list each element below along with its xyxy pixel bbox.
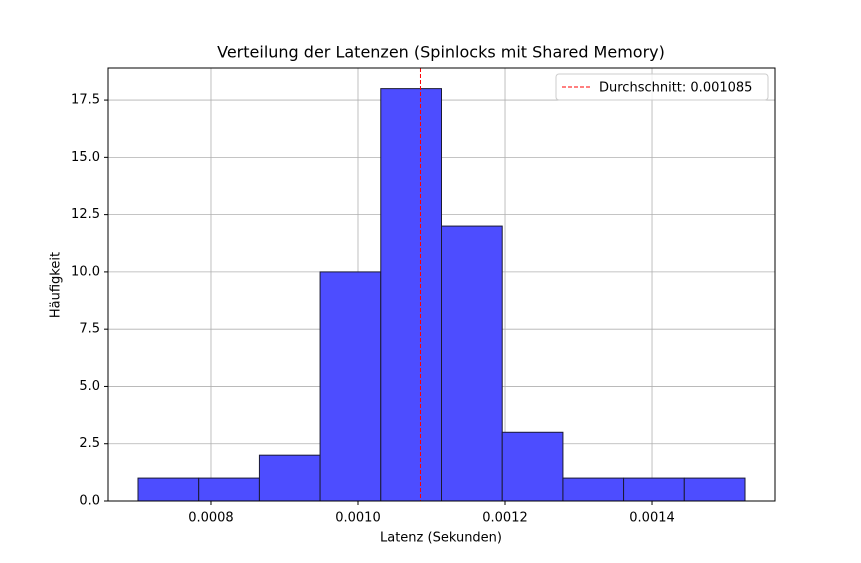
bar (683, 477, 746, 502)
y-tick-label: 5.0 (79, 379, 100, 394)
y-tick-label: 10.0 (71, 264, 100, 279)
axes-frame (107, 67, 776, 502)
legend-box (555, 73, 769, 101)
x-tick-label: 0.0014 (629, 511, 675, 526)
bar (380, 88, 442, 502)
chart-title: Verteilung der Latenzen (Spinlocks mit S… (217, 43, 665, 62)
x-tick-label: 0.0008 (188, 511, 234, 526)
bar (258, 454, 321, 502)
bar (501, 431, 564, 502)
bar (562, 477, 625, 502)
legend-label: Durchschnitt: 0.001085 (599, 81, 752, 96)
y-axis-label: Häufigkeit (49, 252, 64, 318)
bar (198, 477, 260, 502)
y-tick-label: 2.5 (79, 436, 100, 451)
y-tick-label: 0.0 (79, 494, 100, 509)
y-tick-label: 15.0 (71, 150, 100, 165)
x-tick-label: 0.0012 (482, 511, 528, 526)
x-tick-label: 0.0010 (335, 511, 381, 526)
x-axis-label: Latenz (Sekunden) (380, 531, 502, 546)
bar (137, 477, 200, 502)
bar (623, 477, 685, 502)
y-tick-label: 12.5 (71, 207, 100, 222)
y-tick-label: 17.5 (71, 93, 100, 108)
y-tick-label: 7.5 (79, 322, 100, 337)
bar (441, 225, 503, 502)
bar (319, 271, 382, 502)
